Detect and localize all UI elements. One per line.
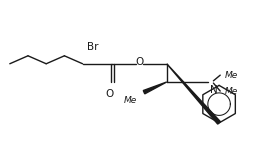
Text: O: O (135, 57, 144, 67)
Polygon shape (167, 64, 220, 124)
Text: N: N (210, 85, 218, 95)
Text: O: O (106, 89, 114, 99)
Text: Br: Br (87, 42, 99, 52)
Polygon shape (143, 82, 167, 94)
Text: Me: Me (124, 96, 137, 105)
Text: Me: Me (225, 71, 238, 80)
Text: Me: Me (225, 87, 238, 96)
